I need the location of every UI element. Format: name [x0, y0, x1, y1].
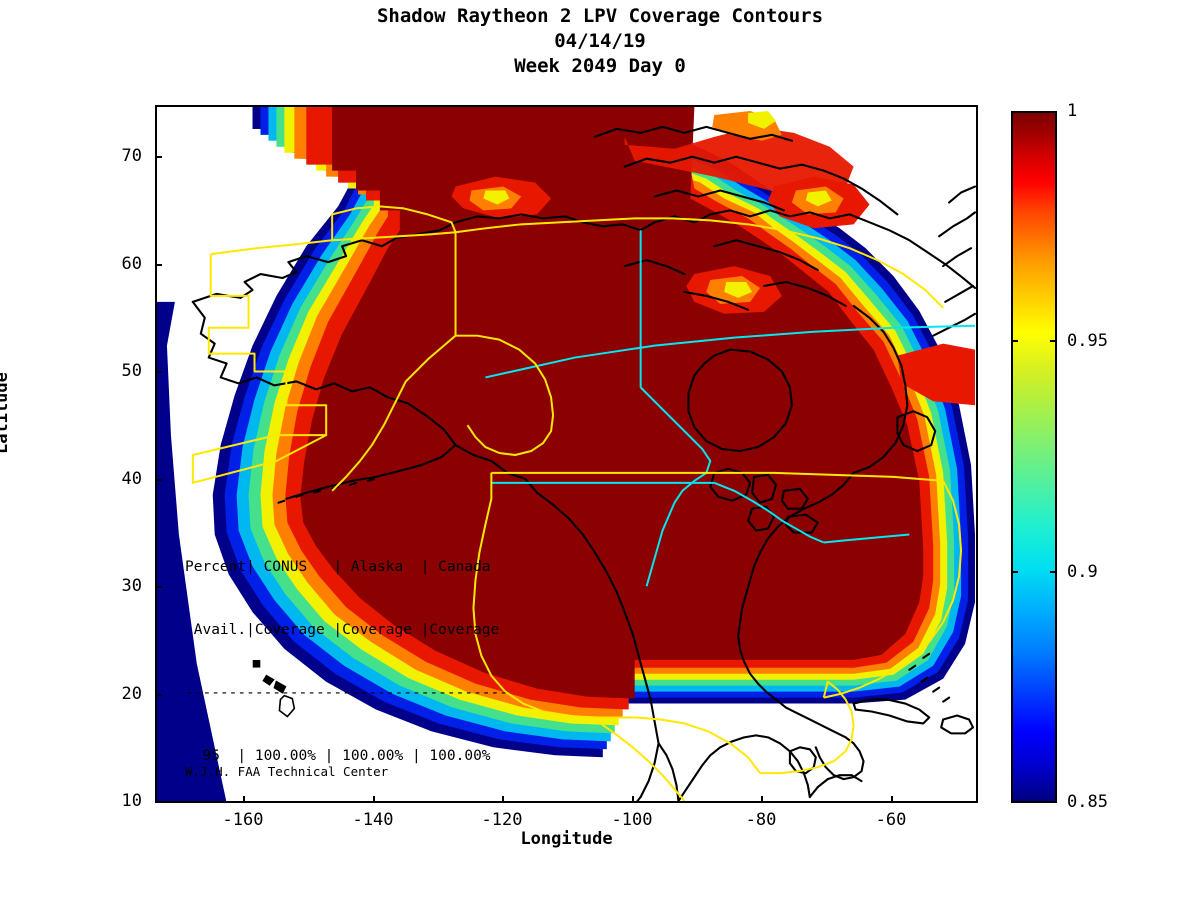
hawaii-islands — [252, 660, 296, 718]
x-tick-2 — [502, 796, 504, 803]
stats-header-row-2: Avail.|Coverage |Coverage |Coverage — [185, 622, 500, 638]
x-tick-label-0: -160 — [222, 810, 264, 830]
colorbar-tick-095-r — [1050, 340, 1057, 342]
colorbar-tick-085-r — [1050, 801, 1057, 803]
chart-title: Shadow Raytheon 2 LPV Coverage Contours … — [0, 4, 1200, 79]
colorbar-label-095: 0.95 — [1067, 331, 1108, 351]
colorbar-label-085: 0.85 — [1067, 792, 1108, 812]
y-tick-70 — [155, 156, 162, 158]
colorbar-tick-09-r — [1050, 571, 1057, 573]
y-tick-label-60: 60 — [121, 254, 142, 274]
colorbar-gradient — [1011, 111, 1057, 803]
y-tick-60 — [155, 264, 162, 266]
colorbar-tick-09 — [1011, 571, 1018, 573]
y-tick-40 — [155, 479, 162, 481]
x-tick-label-4: -80 — [745, 810, 777, 830]
warm-patch-north-12 — [483, 190, 510, 205]
warm-patch-north-3 — [748, 110, 776, 129]
y-tick-label-20: 20 — [121, 684, 142, 704]
warm-patch-north-6 — [805, 190, 832, 207]
y-tick-30 — [155, 586, 162, 588]
credit-line-1: W.J.H. FAA Technical Center — [185, 764, 389, 779]
y-tick-label-30: 30 — [121, 576, 142, 596]
y-tick-label-70: 70 — [121, 146, 142, 166]
x-tick-label-1: -140 — [352, 810, 394, 830]
colorbar-label-1: 1 — [1067, 101, 1078, 121]
x-tick-label-5: -60 — [875, 810, 907, 830]
coastlines — [191, 125, 976, 801]
stats-header-row-1: Percent| CONUS | Alaska | Canada — [185, 559, 491, 575]
coastlines-south — [677, 652, 975, 801]
y-tick-label-50: 50 — [121, 361, 142, 381]
x-tick-0 — [243, 796, 245, 803]
stats-header-rule: ------------------------------------- — [185, 685, 509, 701]
x-axis-title: Longitude — [520, 829, 613, 849]
colorbar-label-09: 0.9 — [1067, 562, 1098, 582]
title-line-1: Shadow Raytheon 2 LPV Coverage Contours — [376, 5, 824, 27]
x-tick-5 — [891, 796, 893, 803]
y-axis-title: Latitude — [0, 372, 12, 454]
service-volume-boundaries — [191, 205, 963, 801]
title-line-3: Week 2049 Day 0 — [514, 55, 686, 77]
colorbar-tick-095 — [1011, 340, 1018, 342]
x-tick-label-3: -100 — [611, 810, 653, 830]
y-tick-label-40: 40 — [121, 469, 142, 489]
x-tick-4 — [761, 796, 763, 803]
contour-band-085-w — [157, 301, 227, 801]
x-tick-3 — [632, 796, 634, 803]
warm-patch-north-9 — [724, 281, 753, 298]
table-row: 95 | 100.00% | 100.00% | 100.00% — [185, 748, 491, 764]
y-tick-20 — [155, 694, 162, 696]
warm-patch-north-1 — [624, 107, 854, 199]
x-tick-label-2: -120 — [481, 810, 523, 830]
colorbar: 1 0.95 0.9 0.85 — [1011, 101, 1108, 812]
map-plot-area: Percent| CONUS | Alaska | Canada Avail.|… — [155, 105, 978, 803]
y-tick-10 — [155, 801, 162, 803]
y-tick-50 — [155, 371, 162, 373]
coverage-statistics-table: Percent| CONUS | Alaska | Canada Avail.|… — [185, 515, 509, 801]
x-tick-1 — [373, 796, 375, 803]
colorbar-tick-085 — [1011, 801, 1018, 803]
coverage-contour-map — [157, 107, 976, 801]
warm-patch-ne-1 — [897, 343, 976, 406]
credit-block: W.J.H. FAA Technical Center WAAS Test Te… — [185, 734, 389, 801]
national-borders — [485, 230, 976, 587]
y-tick-label-10: 10 — [121, 791, 142, 811]
title-line-2: 04/14/19 — [554, 30, 646, 52]
plot-frame: Percent| CONUS | Alaska | Canada Avail.|… — [155, 105, 978, 803]
